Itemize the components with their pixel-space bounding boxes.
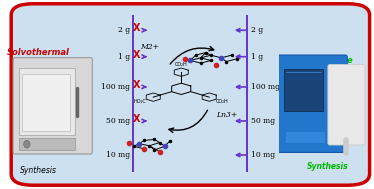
Text: M2+: M2+ — [141, 43, 159, 51]
Text: 1 g: 1 g — [251, 53, 263, 61]
Text: Microwave: Microwave — [303, 56, 353, 65]
Text: CO₂H: CO₂H — [216, 98, 229, 104]
Text: Solvothermal: Solvothermal — [7, 48, 70, 57]
Text: CO₂H: CO₂H — [175, 62, 188, 67]
Text: 100 mg: 100 mg — [251, 83, 280, 91]
Text: 50 mg: 50 mg — [251, 117, 275, 125]
Text: X: X — [133, 23, 140, 33]
Text: X: X — [133, 114, 140, 124]
FancyBboxPatch shape — [11, 4, 370, 185]
Text: HO₂C: HO₂C — [134, 98, 147, 104]
Text: 2 g: 2 g — [118, 26, 130, 34]
Text: 100 mg: 100 mg — [101, 83, 130, 91]
Text: X: X — [133, 50, 140, 60]
Text: Synthesis: Synthesis — [19, 166, 56, 175]
Text: 10 mg: 10 mg — [106, 151, 130, 159]
Text: X: X — [133, 80, 140, 90]
Text: 2 g: 2 g — [251, 26, 263, 34]
Text: Synthesis: Synthesis — [307, 162, 349, 171]
Text: 10 mg: 10 mg — [251, 151, 275, 159]
Text: 1 g: 1 g — [118, 53, 130, 61]
Text: Ln3+: Ln3+ — [217, 111, 238, 119]
Text: 50 mg: 50 mg — [106, 117, 130, 125]
